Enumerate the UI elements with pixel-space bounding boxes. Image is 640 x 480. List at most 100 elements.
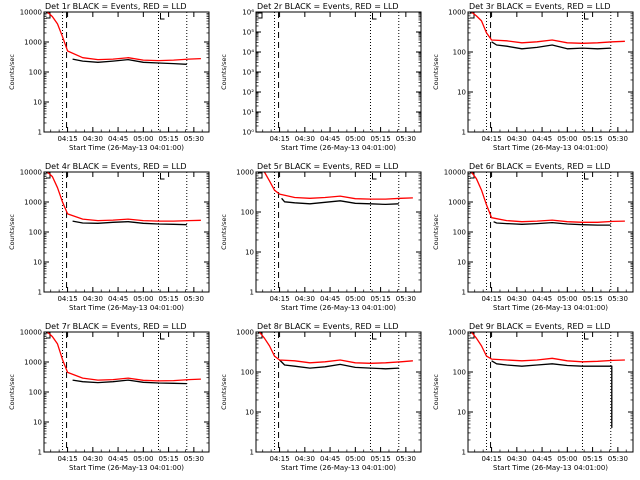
x-axis-label: Start Time (26-May-13 04:01:00) [281, 304, 396, 312]
plot-frame [255, 11, 422, 133]
x-tick-label: 05:00 [133, 455, 153, 463]
y-tick-label: 1000 [24, 39, 42, 47]
x-tick-label: 05:00 [345, 455, 365, 463]
events-series-line [491, 360, 613, 428]
y-tick-label: 1 [462, 449, 466, 457]
plot-frame [255, 331, 422, 453]
x-tick-label: 04:15 [481, 455, 501, 463]
y-tick-label: 1000 [24, 199, 42, 207]
y-tick-label: 10² [242, 89, 254, 97]
x-axis-label: Start Time (26-May-13 04:01:00) [69, 304, 184, 312]
x-tick-label: 05:15 [582, 135, 602, 143]
y-tick-label: 10 [457, 409, 466, 417]
lld-series-line [471, 11, 625, 44]
x-tick-label: 04:30 [83, 135, 103, 143]
events-series-line [281, 197, 399, 206]
lld-series-line [470, 171, 625, 223]
x-tick-label: 05:00 [557, 135, 577, 143]
x-tick-label: 05:00 [345, 295, 365, 303]
x-tick-label: 05:30 [184, 455, 204, 463]
plot-frame [255, 171, 422, 293]
y-axis-label: Counts/sec [8, 214, 16, 250]
x-tick-label: 05:30 [396, 135, 416, 143]
x-tick-label: 04:15 [481, 135, 501, 143]
detector-panel-2: Det 2r BLACK = Events, RED = LLD 10⁰ 10¹ 10… [220, 2, 422, 152]
x-tick-label: 04:45 [320, 135, 340, 143]
y-tick-label: 100 [453, 49, 466, 57]
corner-bracket-icon [372, 13, 377, 20]
y-tick-label: 10⁶ [242, 9, 254, 17]
y-tick-label: 1000 [24, 359, 42, 367]
y-tick-label: 1 [38, 289, 42, 297]
x-tick-label: 04:45 [108, 135, 128, 143]
x-tick-label: 04:30 [295, 295, 315, 303]
lld-series-line [46, 331, 201, 382]
panel-title: Det 5r BLACK = Events, RED = LLD [257, 162, 399, 171]
corner-bracket-icon [160, 173, 165, 180]
x-tick-label: 04:15 [269, 455, 289, 463]
panel-title: Det 1r BLACK = Events, RED = LLD [45, 2, 187, 11]
x-tick-label: 05:00 [557, 295, 577, 303]
y-tick-label: 100 [29, 389, 42, 397]
x-tick-label: 05:30 [184, 135, 204, 143]
lld-series-line [470, 331, 625, 363]
x-axis-label: Start Time (26-May-13 04:01:00) [69, 144, 184, 152]
x-tick-label: 05:15 [370, 455, 390, 463]
y-tick-label: 1 [250, 289, 254, 297]
x-tick-label: 04:30 [507, 455, 527, 463]
panel-title: Det 6r BLACK = Events, RED = LLD [469, 162, 611, 171]
corner-bracket-icon [372, 173, 377, 180]
y-tick-label: 100 [29, 69, 42, 77]
panel-title: Det 4r BLACK = Events, RED = LLD [45, 162, 187, 171]
x-axis-label: Start Time (26-May-13 04:01:00) [69, 464, 184, 472]
x-tick-label: 05:15 [582, 455, 602, 463]
plot-frame [467, 331, 634, 453]
x-axis-label: Start Time (26-May-13 04:01:00) [493, 304, 608, 312]
plot-frame [43, 11, 210, 133]
y-tick-label: 1 [462, 129, 466, 137]
events-series-line [72, 220, 187, 226]
x-tick-label: 04:15 [57, 455, 77, 463]
x-axis-label: Start Time (26-May-13 04:01:00) [493, 144, 608, 152]
y-tick-label: 1 [38, 449, 42, 457]
y-axis-label: Counts/sec [8, 374, 16, 410]
panel-title: Det 3r BLACK = Events, RED = LLD [469, 2, 611, 11]
x-tick-label: 05:15 [158, 295, 178, 303]
y-tick-label: 100 [241, 209, 254, 217]
x-tick-label: 04:30 [83, 455, 103, 463]
y-axis-label: Counts/sec [220, 54, 228, 90]
corner-bracket-icon [258, 172, 263, 179]
x-tick-label: 05:15 [582, 295, 602, 303]
y-tick-label: 10 [457, 89, 466, 97]
x-tick-label: 05:30 [396, 295, 416, 303]
detector-panel-3: Det 3r BLACK = Events, RED = LLD 1 10 100 10… [432, 2, 634, 152]
y-tick-label: 1000 [448, 9, 466, 17]
y-tick-label: 10 [245, 249, 254, 257]
x-tick-label: 04:15 [269, 295, 289, 303]
x-tick-label: 05:30 [608, 135, 628, 143]
x-tick-label: 05:15 [370, 295, 390, 303]
events-series-line [491, 41, 611, 50]
plot-frame [43, 171, 210, 293]
y-tick-label: 10000 [20, 9, 42, 17]
y-tick-label: 100 [453, 229, 466, 237]
y-axis-label: Counts/sec [220, 214, 228, 250]
y-tick-label: 100 [241, 369, 254, 377]
x-tick-label: 05:30 [608, 455, 628, 463]
y-axis-label: Counts/sec [432, 54, 440, 90]
y-tick-label: 100 [29, 229, 42, 237]
x-tick-label: 04:30 [83, 295, 103, 303]
x-tick-label: 05:30 [608, 295, 628, 303]
panel-title: Det 8r BLACK = Events, RED = LLD [257, 322, 399, 331]
y-tick-label: 10³ [242, 69, 254, 77]
plot-frame [467, 11, 634, 133]
x-tick-label: 05:15 [370, 135, 390, 143]
y-tick-label: 10000 [20, 329, 42, 337]
x-tick-label: 05:15 [158, 455, 178, 463]
panel-title: Det 9r BLACK = Events, RED = LLD [469, 322, 611, 331]
y-tick-label: 100 [453, 369, 466, 377]
corner-bracket-icon [584, 173, 589, 180]
y-tick-label: 1000 [448, 199, 466, 207]
y-axis-label: Counts/sec [8, 54, 16, 90]
